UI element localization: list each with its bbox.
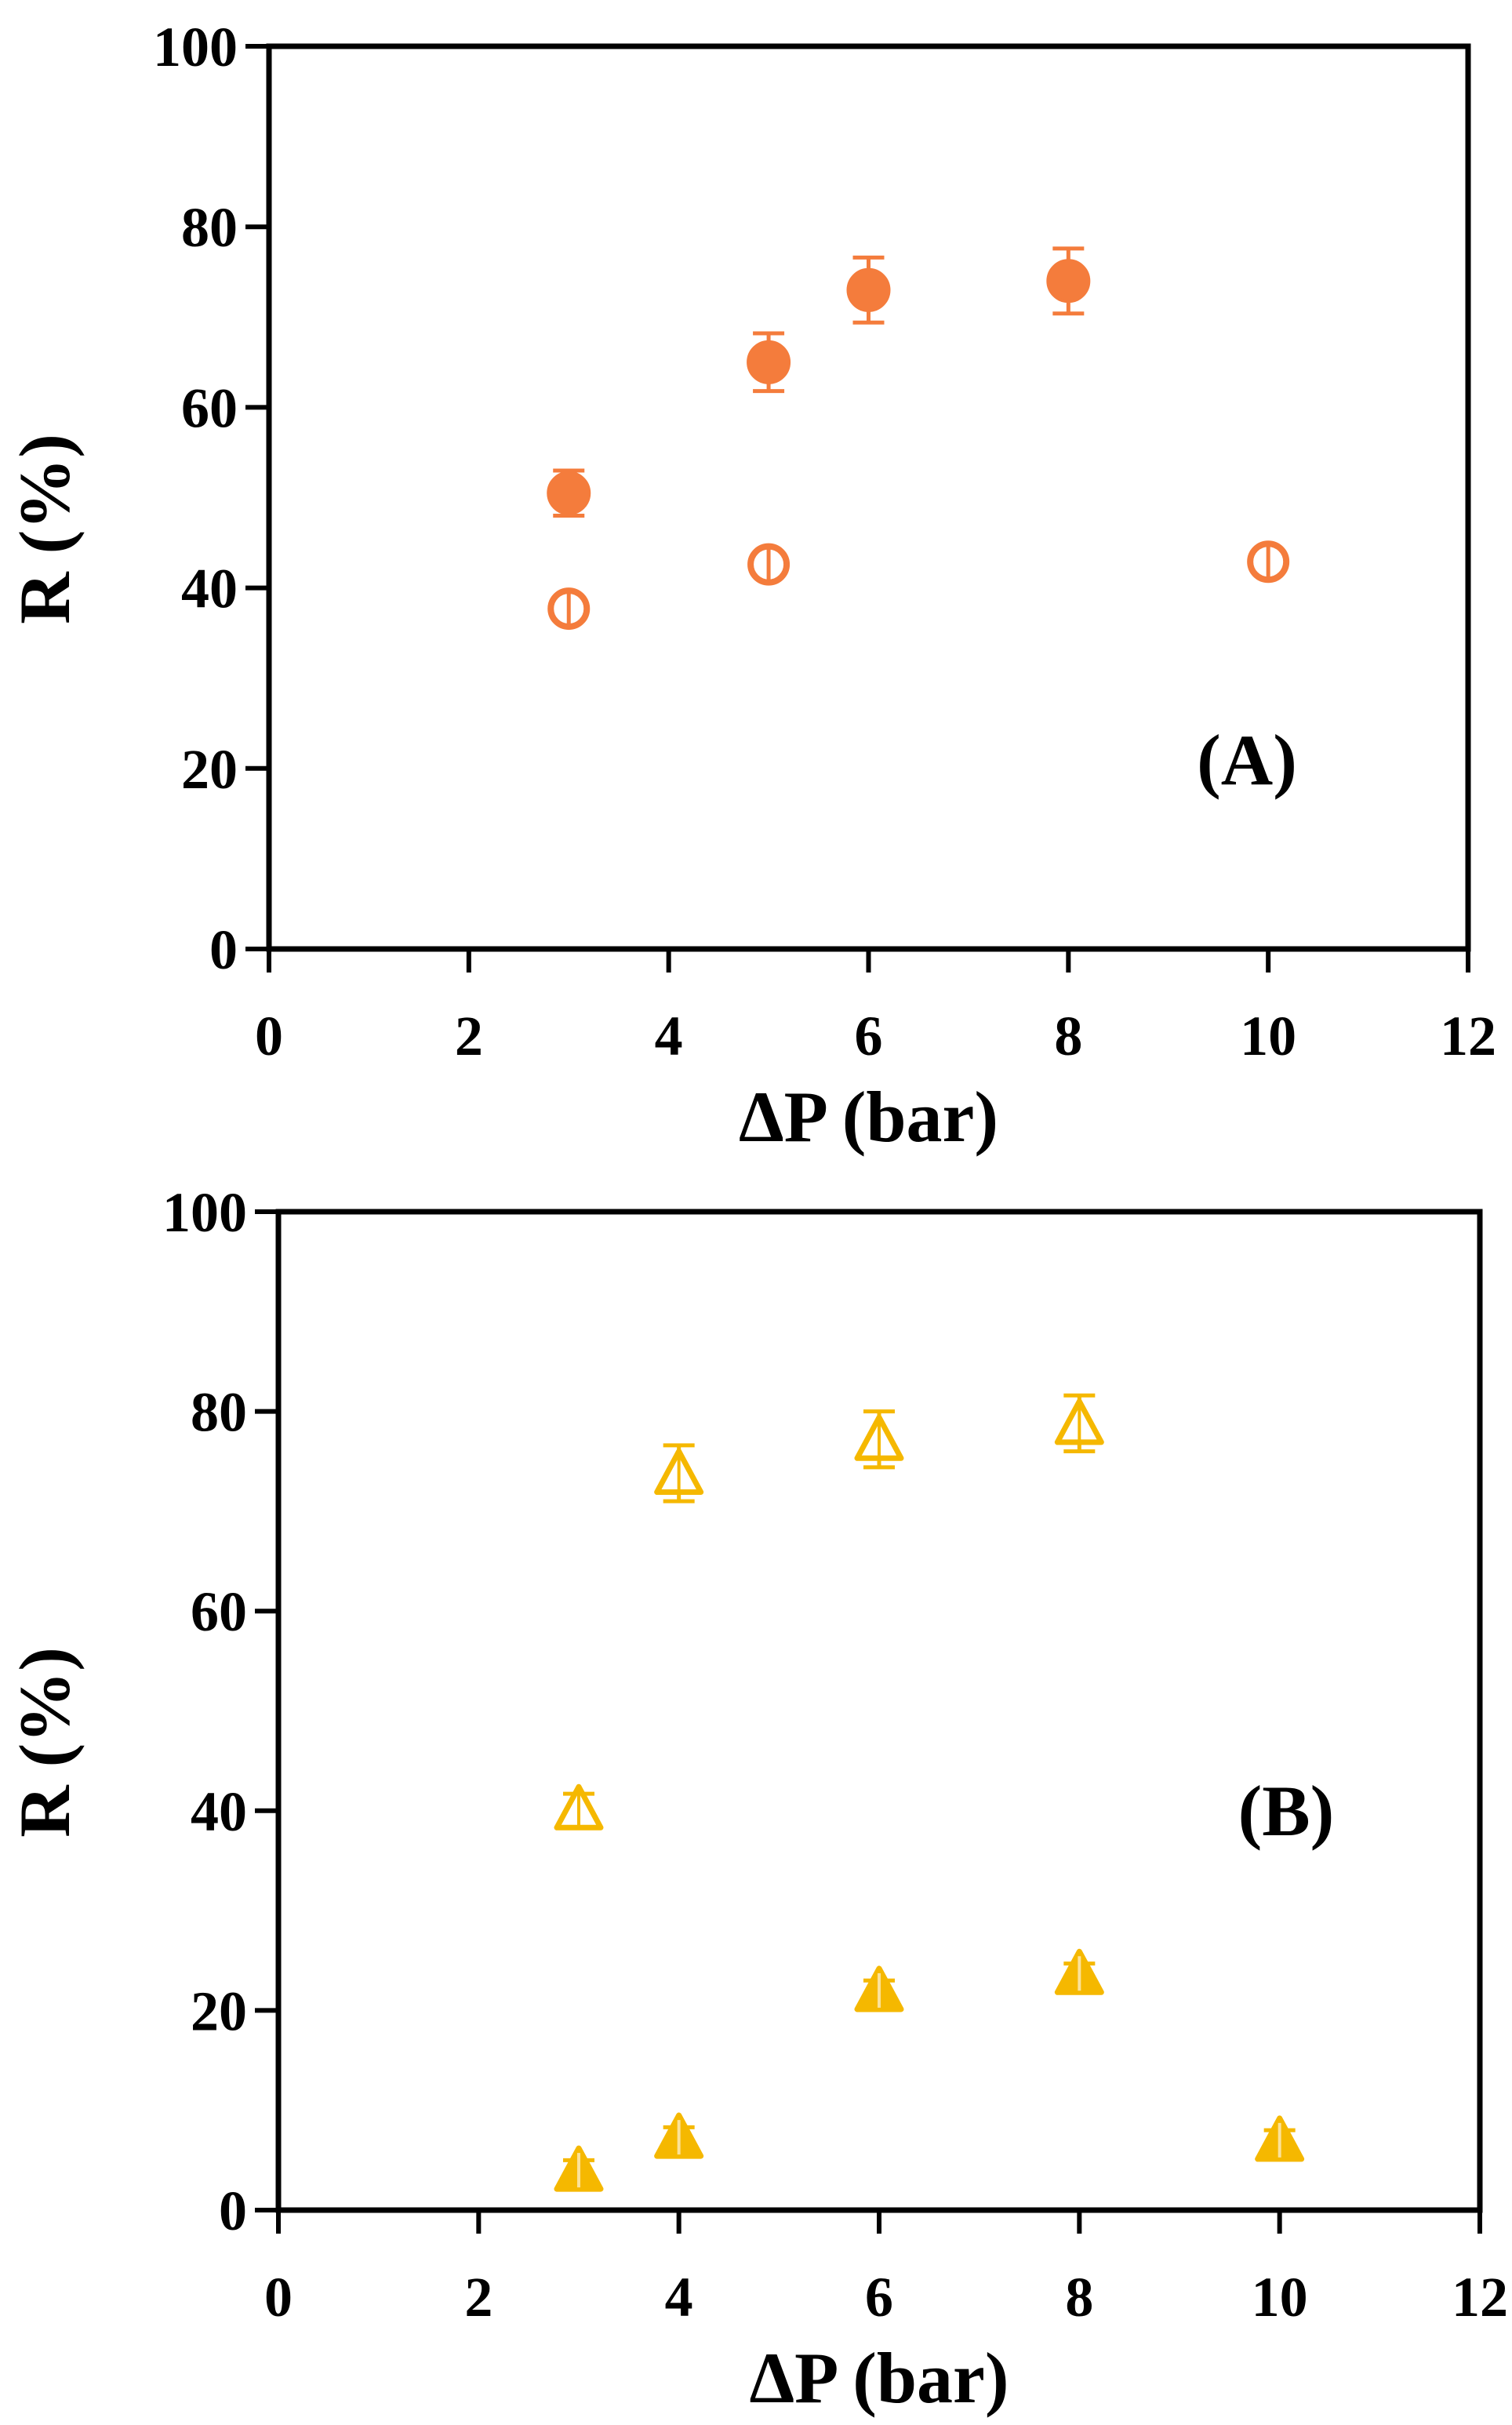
y-tick-label: 60 bbox=[191, 1580, 247, 1643]
plot-frame bbox=[275, 1209, 1483, 2213]
y-tick-label: 20 bbox=[181, 738, 238, 801]
x-tick-label: 8 bbox=[1054, 1005, 1082, 1067]
x-tick-label: 6 bbox=[865, 2266, 893, 2329]
chart-panel-b: 0 20 40 60 80 100 0 2 4 6 8 10 12 ΔP (bar) R (%) (B) bbox=[5, 1181, 1508, 2418]
x-tick-label: 12 bbox=[1440, 1005, 1496, 1067]
data-point bbox=[654, 1443, 704, 1503]
data-point bbox=[1054, 1948, 1104, 1995]
y-tick-label: 60 bbox=[181, 376, 238, 439]
chart-panel-a: 0 20 40 60 80 100 0 2 4 6 8 10 12 ΔP (bar) R (%) (A) bbox=[5, 16, 1496, 1157]
x-tick-label: 12 bbox=[1452, 2266, 1508, 2329]
data-point bbox=[1046, 246, 1091, 316]
x-tick-label: 0 bbox=[255, 1005, 283, 1067]
data-point bbox=[747, 543, 791, 586]
panel-label: (B) bbox=[1238, 1771, 1335, 1851]
x-tick-label: 4 bbox=[655, 1005, 683, 1067]
y-tick-label: 0 bbox=[219, 2180, 247, 2242]
x-tick-label: 0 bbox=[264, 2266, 293, 2329]
y-tick-label: 80 bbox=[191, 1381, 247, 1444]
x-tick-label: 10 bbox=[1252, 2266, 1308, 2329]
data-point bbox=[547, 468, 591, 518]
series-circle-filled bbox=[547, 246, 1091, 518]
series-triangle-filled bbox=[554, 1948, 1305, 2192]
x-tick-label: 2 bbox=[455, 1005, 483, 1067]
data-point bbox=[1247, 540, 1290, 584]
data-point bbox=[554, 2145, 604, 2192]
x-tick-label: 8 bbox=[1065, 2266, 1093, 2329]
y-axis-title: R (%) bbox=[5, 1647, 85, 1838]
series-triangle-open bbox=[554, 1393, 1104, 1831]
plot-frame bbox=[266, 43, 1471, 952]
data-point bbox=[854, 1409, 904, 1470]
y-tick-label: 100 bbox=[153, 16, 238, 78]
data-point bbox=[554, 1783, 604, 1831]
x-tick-label: 4 bbox=[665, 2266, 693, 2329]
marker-circle-filled bbox=[547, 471, 591, 515]
y-axis-title: R (%) bbox=[5, 434, 85, 624]
panel-label: (A) bbox=[1197, 720, 1297, 800]
marker-circle-filled bbox=[747, 340, 791, 384]
y-tick-label: 80 bbox=[181, 196, 238, 259]
data-point bbox=[854, 1965, 904, 2012]
data-point bbox=[846, 255, 891, 325]
x-tick-label: 2 bbox=[464, 2266, 492, 2329]
x-axis-title: ΔP (bar) bbox=[739, 1077, 998, 1157]
x-tick-label: 6 bbox=[855, 1005, 883, 1067]
data-point bbox=[547, 587, 591, 631]
marker-circle-filled bbox=[846, 267, 891, 312]
data-point bbox=[1054, 1393, 1104, 1454]
y-tick-label: 100 bbox=[162, 1181, 247, 1244]
y-tick-label: 40 bbox=[191, 1780, 247, 1843]
x-axis-title: ΔP (bar) bbox=[749, 2338, 1009, 2418]
y-tick-label: 40 bbox=[181, 558, 238, 620]
y-tick-label: 0 bbox=[209, 918, 238, 981]
marker-circle-filled bbox=[1046, 259, 1091, 304]
y-tick-label: 20 bbox=[191, 1980, 247, 2042]
data-point bbox=[654, 2112, 704, 2159]
series-circle-open bbox=[547, 540, 1290, 631]
data-point bbox=[747, 331, 791, 394]
x-tick-label: 10 bbox=[1240, 1005, 1296, 1067]
data-point bbox=[1255, 2115, 1305, 2162]
